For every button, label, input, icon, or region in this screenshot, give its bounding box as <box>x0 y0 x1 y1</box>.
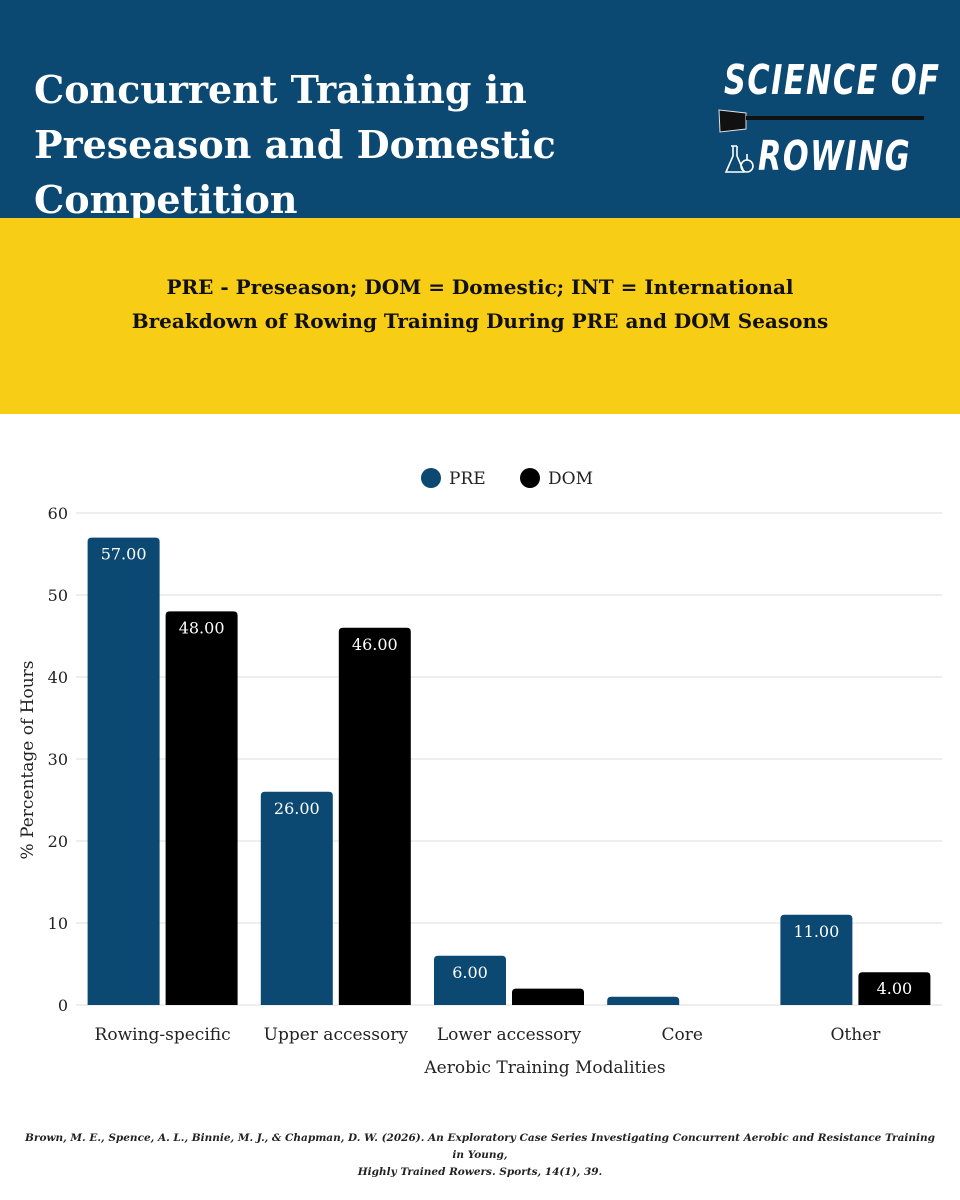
y-tick-label: 20 <box>48 832 68 851</box>
page-title: Concurrent Training in Preseason and Dom… <box>34 67 556 222</box>
bar-data-label: 4.00 <box>877 979 913 998</box>
bar-dom <box>165 611 238 1005</box>
legend-marker-dom <box>520 468 540 488</box>
x-tick-label: Rowing-specific <box>95 1025 231 1045</box>
y-tick-label: 10 <box>48 914 68 933</box>
bar-pre <box>434 955 506 1005</box>
chart-subtitle: PRE - Preseason; DOM = Domestic; INT = I… <box>0 270 960 338</box>
bar-data-label: 6.00 <box>452 963 488 982</box>
header-banner: Concurrent Training in Preseason and Dom… <box>0 0 960 222</box>
brand-text-top: SCIENCE OF <box>724 56 941 104</box>
oar-icon <box>718 109 924 133</box>
citation-line-1: Brown, M. E., Spence, A. L., Binnie, M. … <box>25 1132 935 1161</box>
bar-data-label: 48.00 <box>179 618 225 637</box>
citation: Brown, M. E., Spence, A. L., Binnie, M. … <box>20 1130 940 1181</box>
x-tick-label: Core <box>661 1025 702 1045</box>
y-axis-title: % Percentage of Hours <box>18 660 38 859</box>
bar-pre <box>87 537 160 1005</box>
bar-dom <box>858 972 931 1005</box>
bar-pre <box>780 914 853 1005</box>
y-tick-label: 0 <box>58 996 68 1015</box>
y-tick-label: 50 <box>48 586 68 605</box>
y-tick-label: 60 <box>48 504 68 523</box>
x-tick-label: Other <box>830 1025 881 1045</box>
bar-data-label: 46.00 <box>352 635 398 654</box>
brand-logo: SCIENCE OF ROWING <box>716 56 939 186</box>
y-tick-label: 40 <box>48 668 68 687</box>
legend-label-pre: PRE <box>449 469 486 489</box>
subtitle-line-1: PRE - Preseason; DOM = Domestic; INT = I… <box>166 275 794 299</box>
citation-line-2: Highly Trained Rowers. Sports, 14(1), 39… <box>357 1166 603 1178</box>
bar-pre <box>607 996 680 1005</box>
x-tick-label: Lower accessory <box>437 1025 582 1045</box>
bar-pre <box>260 791 333 1005</box>
y-tick-label: 30 <box>48 750 68 769</box>
x-tick-label: Upper accessory <box>264 1025 409 1045</box>
legend-label-dom: DOM <box>548 469 593 489</box>
legend-marker-pre <box>421 468 441 488</box>
x-axis-title: Aerobic Training Modalities <box>423 1058 665 1078</box>
bar-data-label: 11.00 <box>793 922 839 941</box>
brand-text-bottom: ROWING <box>758 132 912 180</box>
subtitle-line-2: Breakdown of Rowing Training During PRE … <box>131 309 829 333</box>
subtitle-band <box>0 218 960 414</box>
bar-data-label: 26.00 <box>274 799 320 818</box>
flask-icon <box>724 145 754 173</box>
bar-dom <box>512 988 584 1005</box>
bar-data-label: 57.00 <box>101 545 147 564</box>
bar-dom <box>338 627 411 1005</box>
bar-chart: 0 10 20 30 40 50 60 57.00 48.00 Rowing-specific 26… <box>18 468 942 1078</box>
